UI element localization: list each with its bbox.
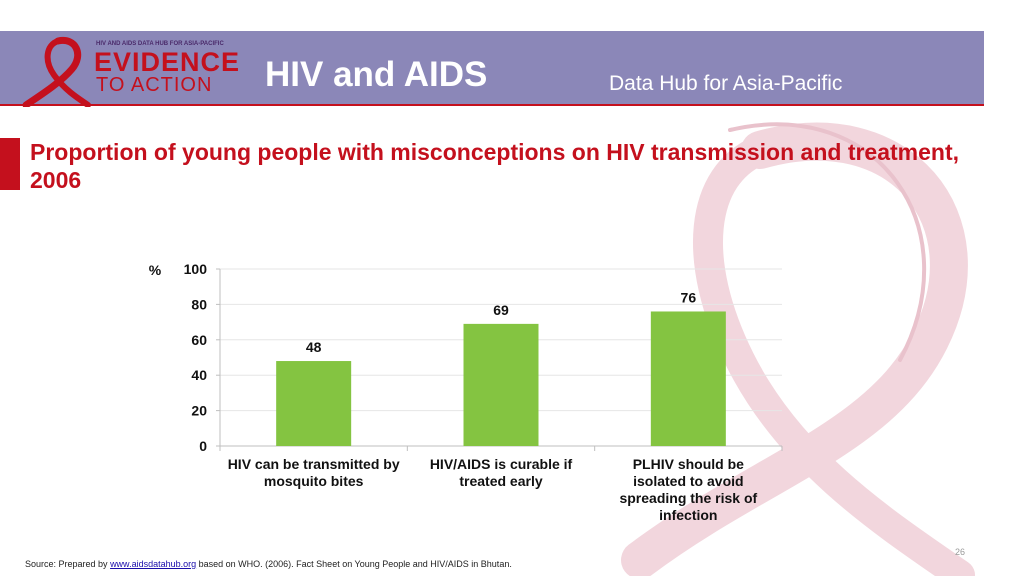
source-suffix: based on WHO. (2006). Fact Sheet on Youn… [196,559,512,569]
y-tick-label: 100 [184,261,208,277]
page-title: Proportion of young people with misconce… [30,139,960,193]
x-tick-label: PLHIV should be isolated to avoid spreadin… [619,456,757,523]
data-label: 76 [681,289,697,305]
y-axis-label: % [149,262,162,278]
evidence-to-action-logo: HIV AND AIDS DATA HUB FOR ASIA-PACIFIC E… [18,35,248,107]
y-tick-label: 0 [199,438,207,454]
x-tick-label: HIV/AIDS is curable if treated early [430,456,573,489]
bar [276,361,352,446]
header-banner: HIV AND AIDS DATA HUB FOR ASIA-PACIFIC E… [0,31,984,107]
page-number: 26 [955,547,966,557]
data-label: 48 [306,339,322,355]
x-tick-label: HIV can be transmitted by mosquito bites [228,456,400,489]
header-title: HIV and AIDS [265,55,488,94]
logo-tagline: HIV AND AIDS DATA HUB FOR ASIA-PACIFIC [96,41,224,47]
data-label: 69 [493,302,509,318]
y-tick-label: 80 [191,296,207,312]
y-tick-label: 40 [191,367,207,383]
source-prefix: Source: Prepared by [25,559,111,569]
header-subtitle: Data Hub for Asia-Pacific [609,72,843,95]
y-tick-label: 20 [191,403,207,419]
source-link[interactable]: www.aidsdatahub.org [110,559,197,569]
source-note: Source: Prepared by www.aidsdatahub.org … [25,559,512,569]
red-ribbon-icon [22,36,91,107]
bar [650,311,726,446]
logo-to-action-text: TO ACTION [96,74,213,96]
title-accent-bar [0,138,20,190]
bar [463,323,539,446]
logo-evidence-text: EVIDENCE [94,47,241,77]
y-tick-label: 60 [191,332,207,348]
